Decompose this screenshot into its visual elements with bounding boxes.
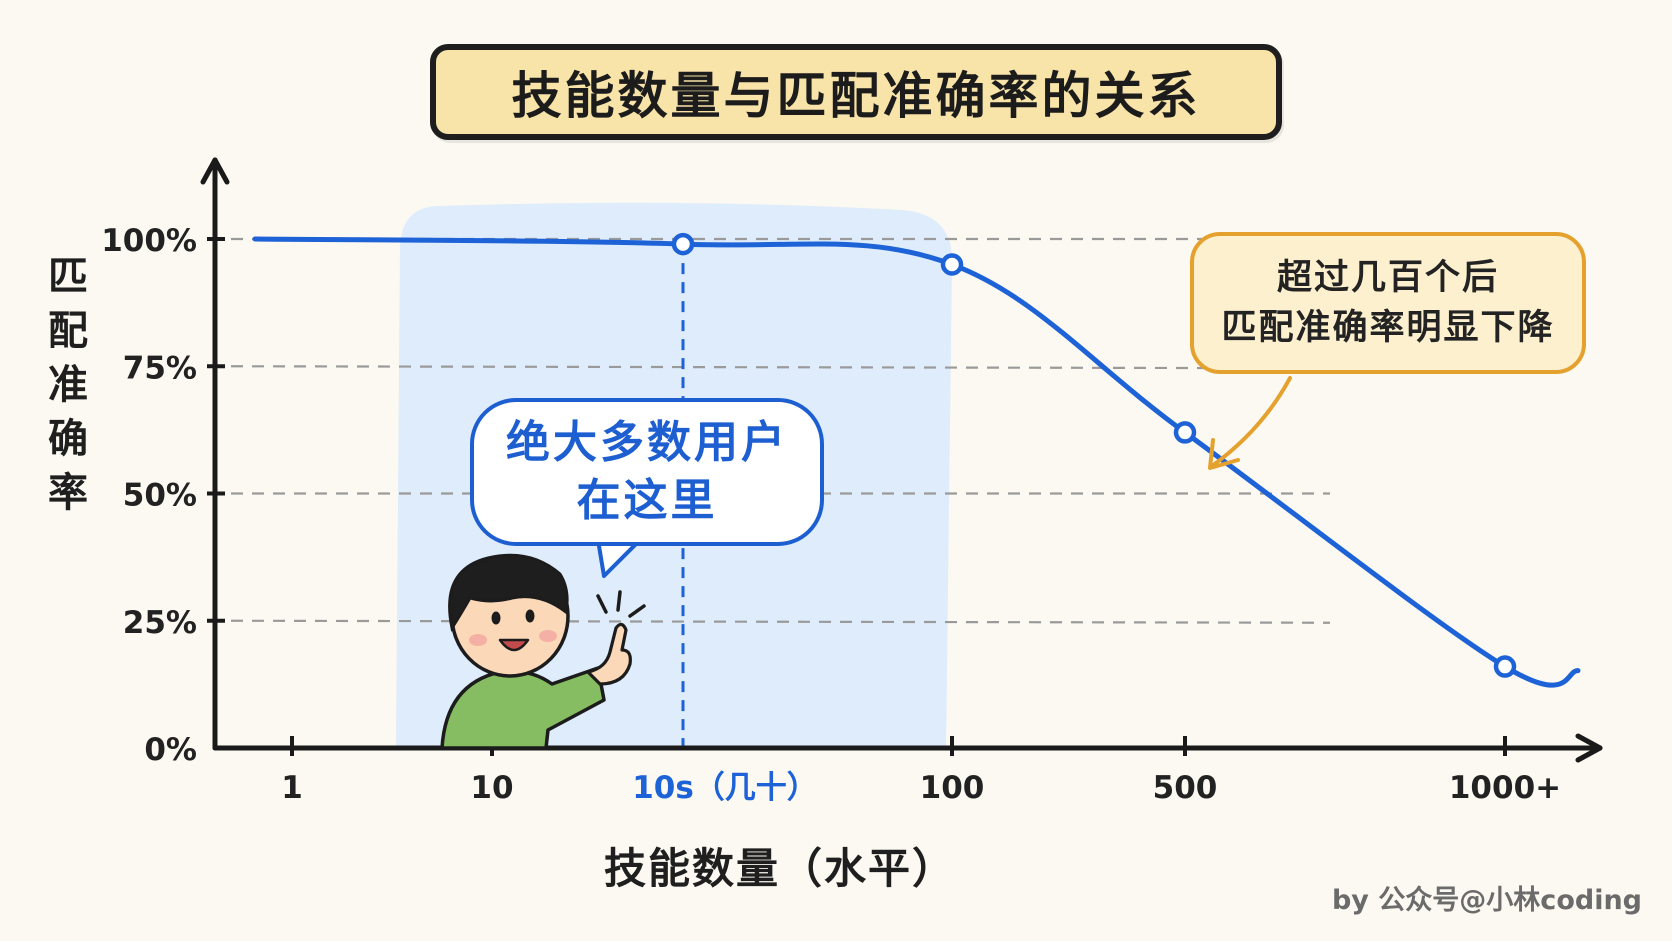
gridline (230, 619, 1331, 624)
y-axis-arrow (200, 157, 230, 185)
x-tick-label: 1 (281, 770, 303, 806)
data-point-marker (671, 232, 695, 256)
data-point-marker (1493, 655, 1517, 678)
chart-title: 技能数量与匹配准确率的关系 (511, 67, 1201, 125)
data-point-marker (940, 253, 964, 276)
kid-excitement-marks (596, 590, 646, 618)
kid-mouth (498, 638, 530, 652)
y-tick-label: 100% (101, 223, 197, 259)
decline-note-line-1: 超过几百个后 (1276, 258, 1499, 298)
users-callout-tail (596, 538, 642, 578)
gridline (230, 365, 1331, 370)
kid-eye-right (525, 609, 535, 623)
kid-cheek-right (539, 630, 557, 642)
y-tick-label: 75% (123, 350, 197, 386)
kid-eye-left (491, 611, 501, 625)
y-tick-label: 0% (144, 732, 197, 768)
x-tick-label: 10 (470, 770, 513, 806)
x-tick-label: 1000+ (1449, 770, 1561, 806)
decline-note-arrowhead (1208, 438, 1240, 470)
y-axis-label: 匹配准确率 (48, 254, 88, 516)
series-line (252, 236, 1581, 688)
users-callout-bubble: 绝大多数用户 在这里 (470, 398, 824, 546)
users-callout-line-1: 绝大多数用户 (506, 417, 788, 468)
kid-pointing-hand (586, 622, 632, 686)
kid-cheek-left (469, 634, 487, 646)
kid-hair (448, 553, 569, 632)
data-point-marker (1173, 421, 1197, 444)
chart-title-box: 技能数量与匹配准确率的关系 (430, 44, 1282, 140)
y-tick-label: 50% (123, 478, 197, 514)
y-tick-label: 25% (123, 605, 197, 641)
x-axis-arrow (1575, 733, 1603, 763)
x-tick-label: 500 (1153, 770, 1218, 806)
decline-note: 超过几百个后 匹配准确率明显下降 (1190, 232, 1586, 374)
users-callout-line-2: 在这里 (576, 475, 718, 526)
decline-note-arrow (1210, 376, 1292, 468)
author-credit: by 公众号@小林coding (1331, 885, 1642, 916)
x-tick-label: 100 (920, 770, 985, 806)
decline-note-line-2: 匹配准确率明显下降 (1221, 308, 1555, 348)
x-axis-label: 技能数量（水平） (603, 844, 956, 893)
x-tick-label: 10s（几十） (632, 770, 818, 806)
